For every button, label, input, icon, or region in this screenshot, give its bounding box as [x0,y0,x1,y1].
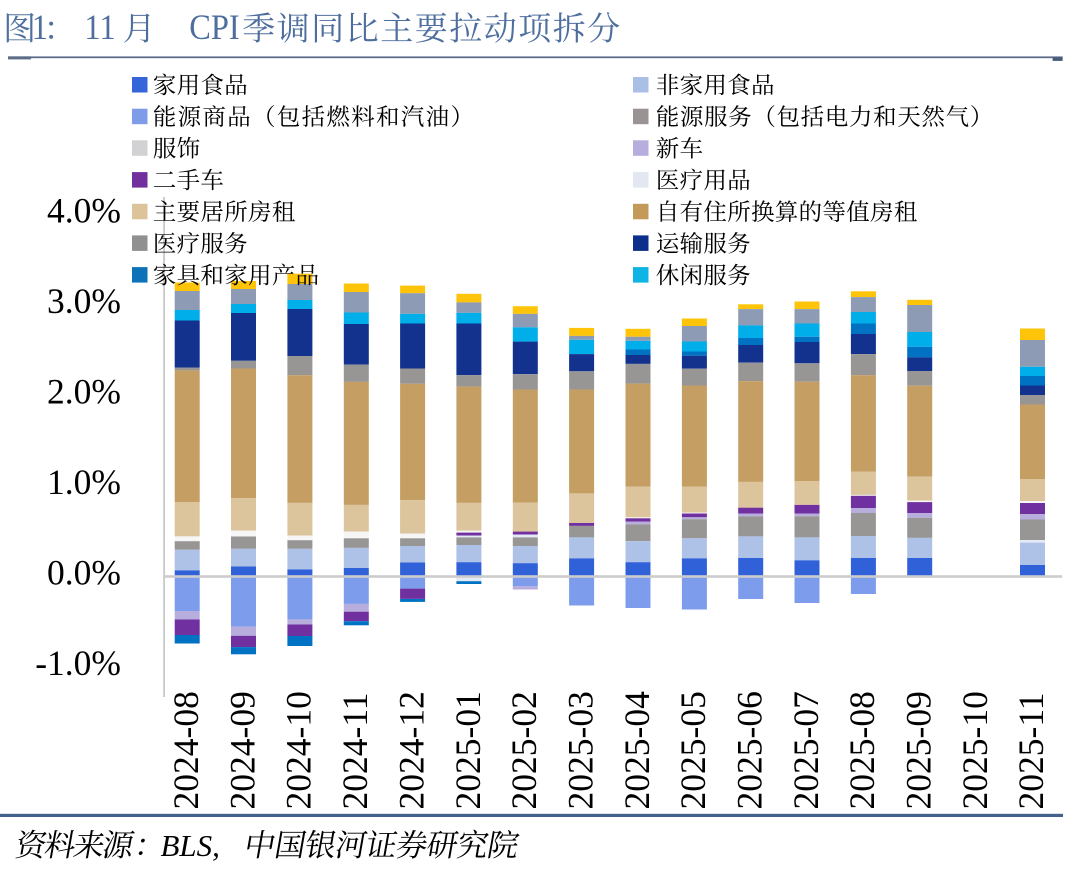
svg-text:2025-08: 2025-08 [842,691,882,809]
svg-text:11: 11 [84,7,115,47]
svg-text:1.0%: 1.0% [47,462,121,502]
svg-text:4.0%: 4.0% [47,191,121,231]
svg-text:2.0%: 2.0% [47,372,121,412]
svg-text:-1.0%: -1.0% [35,643,121,683]
svg-text:2025-01: 2025-01 [448,691,488,809]
svg-text:2024-11: 2024-11 [335,692,375,809]
svg-text:CPI: CPI [189,7,239,47]
svg-text:2024-09: 2024-09 [222,691,262,809]
svg-text:2025-06: 2025-06 [730,691,770,809]
svg-text:2025-05: 2025-05 [673,691,713,809]
svg-text:1: 1 [32,7,48,47]
svg-text:2024-12: 2024-12 [391,691,431,809]
svg-text:BLS,: BLS, [161,828,220,863]
svg-text:2025-10: 2025-10 [955,691,995,809]
svg-text:2025-03: 2025-03 [560,691,600,809]
svg-text:2025-04: 2025-04 [617,691,657,810]
svg-text:2025-07: 2025-07 [786,691,826,809]
svg-text:2025-02: 2025-02 [504,691,544,809]
svg-text:2025-11: 2025-11 [1011,692,1051,809]
svg-text:2024-10: 2024-10 [279,691,319,809]
svg-text:0.0%: 0.0% [47,553,121,593]
svg-text:2024-08: 2024-08 [166,691,206,809]
svg-text:3.0%: 3.0% [47,281,121,321]
svg-text:2025-09: 2025-09 [899,691,939,809]
